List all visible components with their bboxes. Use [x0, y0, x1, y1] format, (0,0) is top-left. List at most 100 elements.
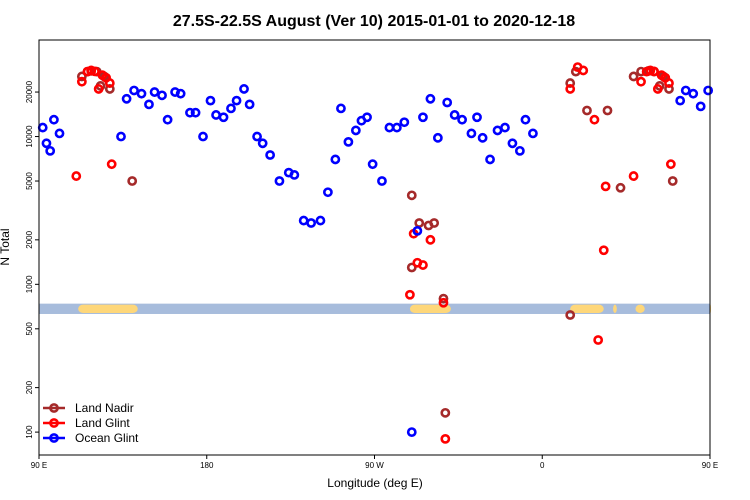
point-2-15 [185, 107, 195, 118]
x-tick-label-2: 90 W [365, 461, 384, 470]
y-tick-label-1: 200 [25, 380, 34, 394]
point-1-14 [425, 234, 436, 245]
point-2-17 [198, 131, 208, 142]
point-2-21 [226, 103, 236, 114]
point-1-19 [578, 65, 589, 76]
point-1-24 [628, 171, 639, 181]
x-tick-label-3: 0 [540, 461, 545, 470]
point-2-68 [703, 85, 714, 96]
point-2-60 [507, 138, 518, 149]
point-1-17 [565, 84, 576, 94]
point-2-7 [129, 85, 139, 96]
point-0-6 [104, 84, 115, 94]
point-2-16 [190, 107, 201, 118]
point-0-13 [406, 262, 417, 273]
point-2-44 [391, 122, 402, 133]
ocean-band [39, 303, 710, 314]
point-2-6 [121, 93, 132, 104]
legend-marker-2 [49, 433, 59, 443]
coverage-band [39, 303, 711, 314]
point-2-67 [695, 101, 706, 112]
x-tick-label-1: 180 [200, 461, 214, 470]
point-2-3 [49, 114, 59, 125]
point-1-33 [665, 159, 676, 170]
point-2-0 [37, 122, 48, 133]
point-2-19 [211, 110, 221, 120]
land-segment-2 [570, 304, 604, 313]
point-1-4 [90, 66, 100, 77]
point-2-26 [257, 138, 268, 149]
y-tick-label-0: 100 [25, 425, 34, 439]
legend-marker-0 [49, 403, 59, 413]
point-2-32 [306, 218, 317, 228]
point-2-41 [367, 159, 378, 170]
point-2-35 [330, 154, 341, 165]
x-tick-label-0: 90 E [31, 461, 47, 470]
point-1-25 [636, 76, 646, 87]
point-2-36 [336, 103, 346, 114]
legend-label-1: Land Glint [75, 416, 130, 430]
point-0-7 [127, 176, 138, 186]
point-2-8 [136, 88, 147, 99]
point-1-32 [664, 78, 674, 88]
point-2-46 [406, 427, 417, 438]
point-1-28 [649, 66, 659, 77]
point-2-56 [477, 132, 488, 143]
series-land-nadir [76, 66, 678, 418]
point-2-9 [144, 99, 154, 110]
point-1-13 [418, 260, 428, 270]
land-segment-0 [78, 304, 138, 313]
point-2-2 [45, 145, 56, 156]
point-2-62 [520, 114, 531, 125]
legend-label-2: Ocean Glint [75, 431, 139, 445]
point-2-57 [485, 154, 495, 165]
point-1-9 [106, 159, 117, 170]
point-0-20 [565, 310, 576, 320]
y-tick-label-3: 1000 [25, 275, 34, 293]
point-0-0 [76, 71, 87, 82]
point-2-11 [157, 90, 167, 101]
point-1-29 [652, 84, 663, 94]
point-2-4 [54, 128, 65, 139]
point-2-53 [457, 114, 468, 125]
point-2-47 [412, 225, 423, 236]
data-series [37, 62, 714, 444]
point-1-16 [440, 433, 451, 444]
x-tick-label-4: 90 E [702, 461, 718, 470]
point-0-21 [628, 71, 639, 82]
point-0-19 [440, 407, 451, 418]
point-2-34 [323, 187, 333, 198]
point-2-52 [449, 110, 460, 120]
point-2-20 [218, 112, 229, 123]
point-1-15 [438, 297, 449, 308]
point-0-17 [582, 105, 592, 116]
point-2-5 [116, 131, 126, 142]
point-2-30 [289, 170, 300, 180]
point-2-25 [252, 131, 262, 142]
land-segment-3 [613, 304, 617, 313]
y-tick-label-7: 20000 [25, 80, 34, 103]
y-tick-label-5: 5000 [25, 172, 34, 190]
point-2-48 [418, 112, 428, 123]
point-1-1 [76, 76, 87, 87]
point-2-55 [472, 112, 482, 123]
point-2-1 [41, 138, 52, 149]
point-0-11 [429, 218, 440, 228]
point-0-27 [664, 84, 674, 94]
legend-label-0: Land Nadir [75, 401, 134, 415]
chart-title: 27.5S-22.5S August (Ver 10) 2015-01-01 t… [173, 13, 575, 30]
point-0-12 [602, 105, 613, 116]
point-2-65 [680, 85, 691, 96]
point-1-23 [600, 181, 611, 192]
point-2-49 [425, 93, 436, 104]
point-2-38 [350, 125, 361, 136]
point-2-33 [315, 215, 326, 226]
point-2-18 [205, 95, 216, 106]
y-tick-label-4: 2000 [25, 230, 34, 248]
point-2-12 [162, 114, 173, 125]
point-2-24 [244, 99, 255, 110]
point-0-15 [565, 78, 576, 88]
point-0-18 [615, 182, 626, 193]
axis-ticks: 90 E 180 90 W 0 90 E 100 200 500 1000 2000 5000 100… [25, 80, 718, 470]
